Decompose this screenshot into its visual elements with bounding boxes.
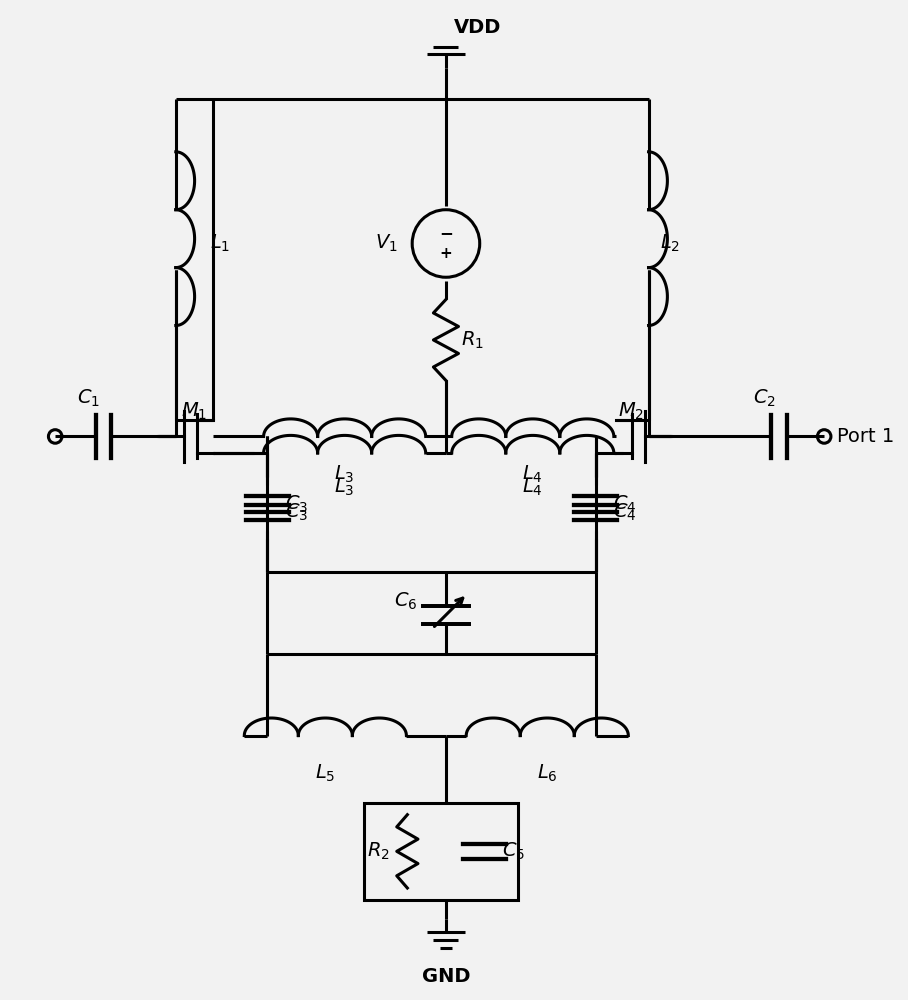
Text: Port 1: Port 1	[837, 427, 894, 446]
Text: $C_1$: $C_1$	[77, 388, 101, 409]
Text: $C_6$: $C_6$	[393, 591, 417, 612]
Text: $L_5$: $L_5$	[315, 763, 336, 784]
Text: $L_4$: $L_4$	[522, 463, 543, 485]
Text: −: −	[439, 224, 453, 242]
Text: +: +	[439, 246, 452, 261]
Text: $C_5$: $C_5$	[502, 841, 525, 862]
Text: $V_1$: $V_1$	[375, 233, 398, 254]
Text: GND: GND	[421, 967, 470, 986]
Text: VDD: VDD	[454, 18, 501, 37]
Text: $C_3$: $C_3$	[285, 502, 308, 523]
Text: $L_3$: $L_3$	[334, 477, 355, 498]
Text: $L_3$: $L_3$	[334, 463, 355, 485]
Text: $C_4$: $C_4$	[613, 493, 637, 515]
Text: $L_6$: $L_6$	[537, 763, 558, 784]
Text: $L_2$: $L_2$	[660, 233, 680, 254]
Text: $C_3$: $C_3$	[285, 493, 308, 515]
Text: $M_2$: $M_2$	[617, 401, 644, 422]
Text: $R_2$: $R_2$	[367, 841, 390, 862]
Text: $L_1$: $L_1$	[210, 233, 230, 254]
Text: $L_4$: $L_4$	[522, 477, 543, 498]
Text: $C_2$: $C_2$	[753, 388, 775, 409]
Text: $C_4$: $C_4$	[613, 502, 637, 523]
Text: $M_1$: $M_1$	[181, 401, 207, 422]
Text: $R_1$: $R_1$	[461, 329, 484, 351]
Bar	[364, 803, 518, 900]
